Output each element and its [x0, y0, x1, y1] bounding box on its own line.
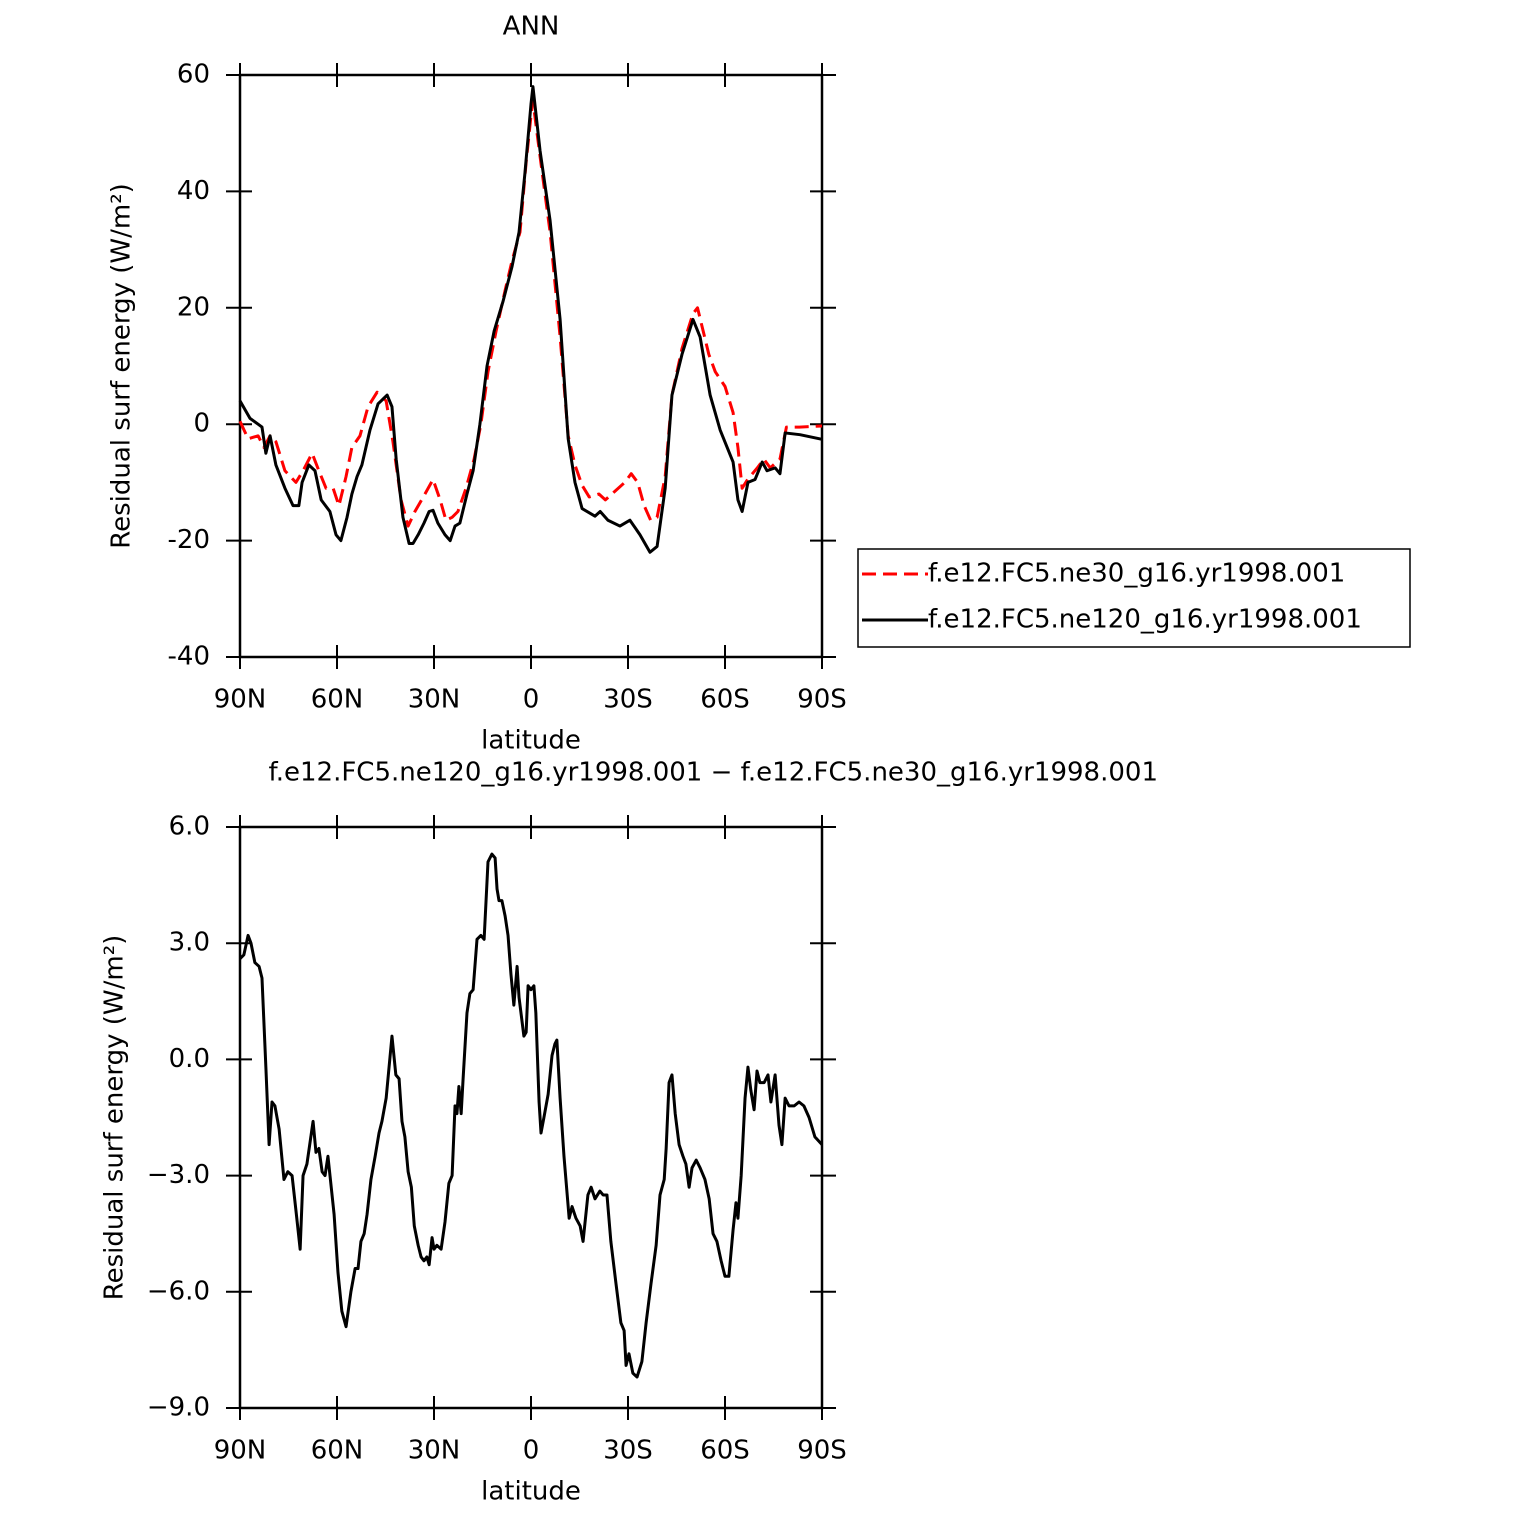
x-tick-label: 30N — [408, 1436, 461, 1466]
legend-label: f.e12.FC5.ne120_g16.yr1998.001 — [928, 605, 1362, 635]
legend-label: f.e12.FC5.ne30_g16.yr1998.001 — [928, 559, 1345, 589]
y-tick-label: 0 — [193, 409, 210, 439]
y-tick-label: 20 — [177, 292, 210, 322]
y-tick-label: 60 — [177, 60, 210, 90]
x-tick-label: 60N — [311, 685, 364, 715]
plot-frame — [238, 825, 824, 1410]
x-axis-label: latitude — [481, 1477, 581, 1507]
legend: f.e12.FC5.ne30_g16.yr1998.001 f.e12.FC5.n… — [857, 548, 1411, 648]
x-tick-label: 30N — [408, 685, 461, 715]
x-tick-label: 0 — [523, 1436, 540, 1466]
y-tick-label: 0.0 — [169, 1044, 210, 1074]
x-tick-label: 30S — [603, 685, 653, 715]
x-axis-label: latitude — [481, 726, 581, 756]
y-tick-label: 3.0 — [169, 928, 210, 958]
data-line — [238, 99, 823, 528]
x-tick-label: 90S — [797, 1436, 847, 1466]
x-tick-label: 90N — [214, 685, 267, 715]
y-axis-label: Residual surf energy (W/m²) — [107, 183, 137, 549]
chart-title: f.e12.FC5.ne120_g16.yr1998.001 − f.e12.F… — [268, 758, 1158, 788]
x-tick-label: 90S — [797, 685, 847, 715]
x-tick-label: 0 — [523, 685, 540, 715]
y-tick-label: −9.0 — [147, 1393, 210, 1423]
x-tick-label: 60N — [311, 1436, 364, 1466]
y-tick-label: −6.0 — [147, 1276, 210, 1306]
chart-title: ANN — [503, 12, 560, 42]
data-line — [238, 85, 823, 554]
plot-frame — [238, 73, 824, 659]
x-tick-label: 90N — [214, 1436, 267, 1466]
x-tick-label: 60S — [700, 685, 750, 715]
y-tick-label: -40 — [168, 642, 210, 672]
legend-box — [857, 548, 1411, 648]
y-tick-label: 6.0 — [169, 812, 210, 842]
y-tick-label: -20 — [168, 525, 210, 555]
x-tick-label: 30S — [603, 1436, 653, 1466]
y-tick-label: 40 — [177, 176, 210, 206]
y-tick-label: −3.0 — [147, 1160, 210, 1190]
data-line — [238, 852, 824, 1379]
x-tick-label: 60S — [700, 1436, 750, 1466]
y-axis-label: Residual surf energy (W/m²) — [100, 935, 130, 1301]
